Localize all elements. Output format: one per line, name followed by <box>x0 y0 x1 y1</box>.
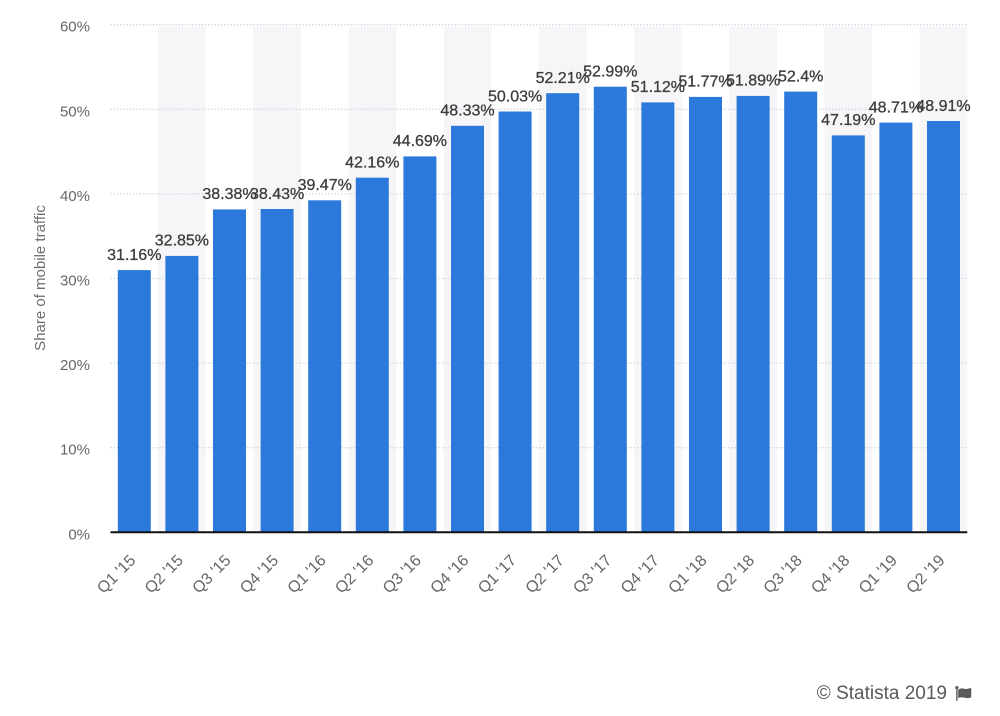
svg-text:48.33%: 48.33% <box>440 103 494 120</box>
svg-text:32.85%: 32.85% <box>155 233 209 250</box>
svg-text:52.21%: 52.21% <box>536 70 590 87</box>
svg-text:20%: 20% <box>60 357 90 374</box>
svg-text:51.89%: 51.89% <box>726 73 780 90</box>
svg-text:48.91%: 48.91% <box>916 98 970 115</box>
svg-text:39.47%: 39.47% <box>298 177 352 194</box>
svg-text:Share of mobile traffic: Share of mobile traffic <box>32 205 49 351</box>
svg-text:0%: 0% <box>68 526 90 543</box>
svg-text:38.43%: 38.43% <box>250 186 304 203</box>
svg-text:48.71%: 48.71% <box>869 99 923 116</box>
svg-text:© Statista 2019: © Statista 2019 <box>817 683 947 704</box>
svg-text:52.4%: 52.4% <box>778 68 823 85</box>
svg-text:31.16%: 31.16% <box>107 247 161 264</box>
svg-text:60%: 60% <box>60 19 90 36</box>
svg-text:50%: 50% <box>60 103 90 120</box>
svg-text:10%: 10% <box>60 442 90 459</box>
svg-text:51.77%: 51.77% <box>678 74 732 91</box>
svg-text:44.69%: 44.69% <box>393 133 447 150</box>
svg-text:42.16%: 42.16% <box>345 155 399 172</box>
svg-text:40%: 40% <box>60 188 90 205</box>
svg-text:38.38%: 38.38% <box>202 186 256 203</box>
svg-text:47.19%: 47.19% <box>821 112 875 129</box>
svg-text:52.99%: 52.99% <box>583 64 637 81</box>
svg-text:50.03%: 50.03% <box>488 88 542 105</box>
svg-text:51.12%: 51.12% <box>631 79 685 96</box>
svg-text:30%: 30% <box>60 273 90 290</box>
